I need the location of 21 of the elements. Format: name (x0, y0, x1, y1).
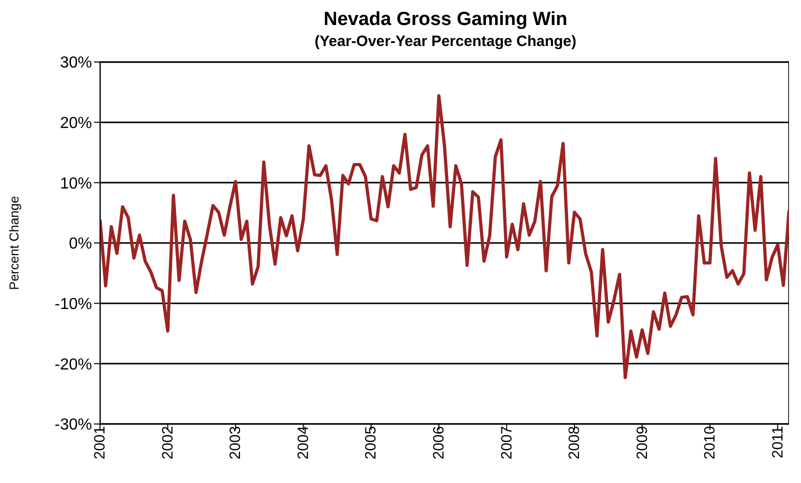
x-tick-label: 2010 (702, 426, 719, 460)
chart-title: Nevada Gross Gaming Win (322, 8, 568, 32)
x-tick-label: 2008 (566, 426, 584, 460)
x-tick-label: 2007 (498, 426, 516, 460)
x-tick-label: 2004 (294, 426, 312, 460)
y-tick-label: 30% (60, 54, 92, 72)
y-tick-label: -20% (54, 356, 92, 374)
x-tick-label: 2006 (430, 426, 448, 460)
y-axis-title: Percent Change (6, 196, 22, 290)
y-tick-label: 0% (68, 236, 92, 253)
x-tick-label: 2001 (92, 426, 109, 460)
y-tick-label: -30% (54, 416, 92, 434)
x-tick-label: 2011 (769, 426, 786, 458)
x-tick-label: 2009 (634, 426, 651, 460)
x-tick-label: 2002 (159, 426, 176, 460)
x-tick-label: 2003 (227, 426, 244, 460)
y-tick-label: 10% (60, 175, 92, 192)
x-tick-label: 2005 (362, 426, 380, 460)
y-tick-label: -10% (54, 296, 92, 314)
chart-subtitle: (Year-Over-Year Percentage Change) (314, 32, 578, 52)
y-tick-label: 20% (60, 115, 92, 132)
